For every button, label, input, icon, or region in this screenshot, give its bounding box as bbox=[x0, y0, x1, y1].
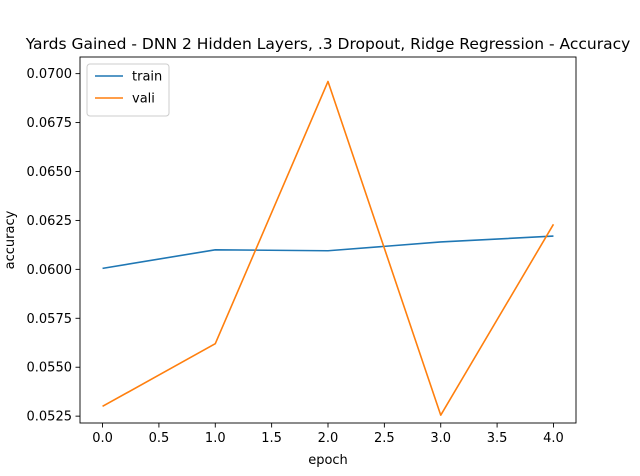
x-tick-label: 2.5 bbox=[374, 431, 395, 446]
y-tick-label: 0.0700 bbox=[27, 67, 73, 82]
series-line-train bbox=[102, 235, 554, 270]
legend-box bbox=[86, 63, 170, 117]
y-tick-label: 0.0525 bbox=[27, 410, 73, 425]
x-tick-label: 3.0 bbox=[430, 431, 451, 446]
x-tick-label: 2.0 bbox=[318, 431, 339, 446]
legend-label-train: train bbox=[132, 70, 162, 85]
y-tick-label: 0.0650 bbox=[27, 165, 73, 180]
x-tick-label: 0.5 bbox=[149, 431, 170, 446]
y-axis: 0.0525 0.0550 0.0575 0.0600 0.0625 0.0650 0.06… bbox=[27, 67, 80, 425]
x-axis-label: epoch bbox=[308, 453, 348, 468]
chart-title: Yards Gained - DNN 2 Hidden Layers, .3 D… bbox=[25, 35, 631, 53]
x-tick-label: 1.5 bbox=[261, 431, 282, 446]
x-axis: 0.0 0.5 1.0 1.5 2.0 2.5 3.0 3.5 4.0 bbox=[92, 423, 564, 446]
series-line-vali bbox=[102, 80, 555, 416]
y-tick-label: 0.0625 bbox=[27, 214, 73, 229]
y-tick-label: 0.0550 bbox=[27, 361, 73, 376]
legend-label-vali: vali bbox=[132, 92, 155, 107]
y-tick-label: 0.0575 bbox=[27, 312, 73, 327]
legend: train vali bbox=[86, 63, 170, 117]
y-tick-label: 0.0600 bbox=[27, 263, 73, 278]
y-axis-label: accuracy bbox=[3, 210, 18, 269]
x-tick-label: 0.0 bbox=[92, 431, 113, 446]
y-tick-label: 0.0675 bbox=[27, 116, 73, 131]
x-tick-label: 4.0 bbox=[543, 431, 564, 446]
x-tick-label: 3.5 bbox=[487, 431, 508, 446]
series-lines bbox=[102, 80, 555, 416]
x-tick-label: 1.0 bbox=[205, 431, 226, 446]
